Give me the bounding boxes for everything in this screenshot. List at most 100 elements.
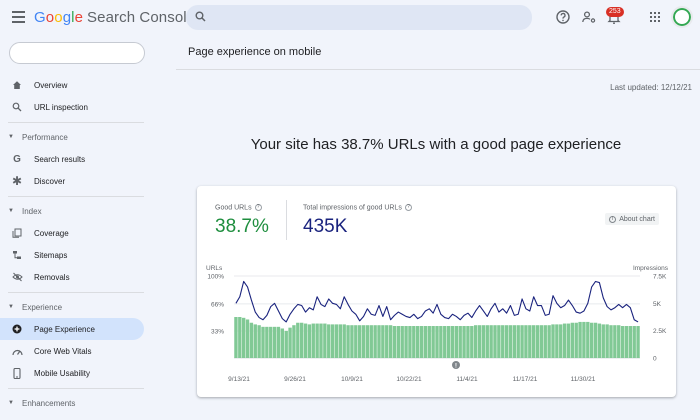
property-search-input[interactable] [10,43,144,64]
caret-down-icon: ▼ [8,134,14,140]
manage-users-icon[interactable] [581,9,597,25]
url-bar [338,324,343,358]
right-axis-title: Impressions [633,265,669,272]
logo-letter: l [71,9,75,26]
url-bar [412,326,416,358]
url-bar [624,326,629,358]
url-bar [261,326,265,358]
url-bar [381,325,385,358]
sidebar-item-removals[interactable]: Removals [0,266,144,288]
x-tick-label: 11/30/21 [571,376,596,383]
divider [8,196,144,197]
url-bar [234,317,238,358]
impressions-line [235,280,639,323]
logo-letter: o [45,9,55,26]
sidebar-item-search-results[interactable]: G Search results [0,148,144,170]
url-bar [578,321,582,358]
left-tick-label: 66% [211,301,224,308]
x-tick-label: 9/13/21 [228,376,250,383]
avatar[interactable] [671,6,693,28]
url-bar [586,321,590,358]
section-label: Enhancements [22,398,76,408]
url-bar [249,322,254,358]
page-experience-chart: 100% 66% 33% 7.5K 5K 2.5K 0 URLs Impressions! 9/1… [206,265,669,383]
sidebar-item-core-web-vitals[interactable]: Core Web Vitals [0,340,144,362]
url-bar [299,322,304,358]
search-console-logo[interactable]: Google Search Console [34,9,195,26]
sidebar-item-mobile-usability[interactable]: Mobile Usability [0,362,144,384]
url-bar [284,330,288,358]
left-axis-title: URLs [206,265,223,272]
url-bar [365,325,370,358]
google-g-icon: G [13,153,21,165]
smartphone-icon [0,367,34,379]
sidebar-item-url-inspection[interactable]: URL inspection [0,96,144,118]
divider [8,122,144,123]
sidebar-item-discover[interactable]: ✱ Discover [0,170,144,192]
url-bar [597,323,602,358]
url-bar [392,326,397,358]
url-bar [245,319,250,358]
inspect-search-bar[interactable] [186,5,532,30]
url-bar [528,325,532,358]
menu-icon[interactable] [12,11,25,23]
url-bar [458,326,462,358]
url-bar [296,322,300,358]
url-bar [408,326,412,358]
url-bar [253,324,257,358]
sidebar-item-overview[interactable]: Overview [0,74,144,96]
url-bar [539,325,544,358]
section-performance[interactable]: ▼ Performance [0,129,150,145]
url-bar [307,324,312,358]
sidebar-item-coverage[interactable]: Coverage [0,222,144,244]
url-bar [497,325,501,358]
search-input[interactable] [214,8,524,27]
x-tick-label: 11/17/21 [513,376,538,383]
section-index[interactable]: ▼ Index [0,203,150,219]
property-search[interactable] [9,42,145,64]
eye-off-icon [0,272,34,282]
logo-letter: e [74,9,84,26]
help-icon[interactable]: ? [404,204,412,211]
url-bar [361,325,366,358]
logo-letter: o [54,9,63,26]
sidebar-item-label: Discover [34,176,66,186]
url-bar [423,326,428,358]
url-bar [636,326,640,358]
x-tick-label: 10/22/21 [396,376,422,383]
annotation-marker-label: ! [455,363,457,370]
url-bar [330,324,335,358]
url-bar [327,324,331,358]
apps-grid-icon[interactable] [647,9,663,25]
sidebar-item-label: Page Experience [34,324,95,334]
url-bar [303,323,308,358]
annotation-marker [452,361,460,369]
good-urls-value: 38.7% [215,216,269,238]
speed-gauge-icon [0,347,34,356]
metric-divider [286,200,287,240]
url-bar [323,323,327,358]
page-title: Page experience on mobile [188,46,322,58]
section-enhancements[interactable]: ▼ Enhancements [0,395,150,411]
help-icon[interactable]: ? [254,204,262,211]
help-icon[interactable] [555,9,571,25]
section-experience[interactable]: ▼ Experience [0,299,150,315]
logo-letter: G [34,9,46,26]
right-tick-label: 5K [653,301,662,308]
logo-letter: g [62,9,72,26]
url-bar [504,325,509,358]
url-bar [466,326,470,358]
sidebar-item-page-experience[interactable]: Page Experience [0,318,144,340]
discover-asterisk-icon: ✱ [11,174,23,188]
right-tick-label: 0 [653,356,657,363]
url-bar [485,325,489,358]
right-tick-label: 7.5K [653,274,667,281]
url-bar [570,322,575,358]
url-bar [427,326,431,358]
about-chart-button[interactable]: i About chart [605,213,659,225]
url-bar [311,323,315,358]
right-tick-label: 2.5K [653,328,667,335]
url-bar [269,326,273,358]
sidebar-item-sitemaps[interactable]: Sitemaps [0,244,144,266]
search-icon [0,102,34,112]
